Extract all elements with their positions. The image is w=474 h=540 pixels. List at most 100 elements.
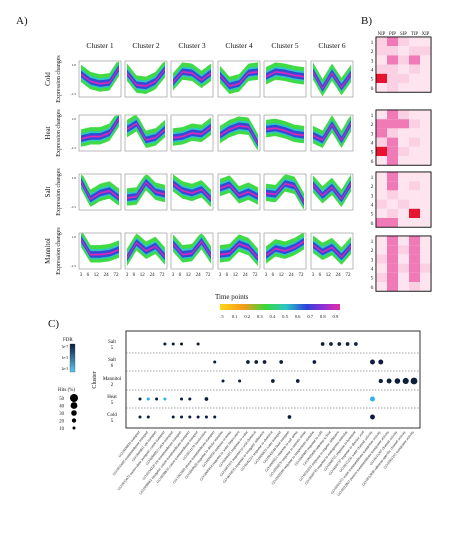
time-point-tick: 3	[265, 273, 268, 278]
heatmap-cell	[387, 64, 398, 74]
cluster-centroid-line	[219, 125, 259, 144]
membership-band	[81, 177, 119, 203]
heatmap-cell	[387, 254, 398, 264]
heatmap-cell	[387, 146, 398, 156]
y-axis-label: Expression changes	[56, 55, 62, 103]
heatmap-cell	[420, 156, 431, 166]
heatmap-cell	[387, 272, 398, 282]
fdr-legend-title: FDR	[63, 338, 73, 343]
heatmap-cell	[398, 236, 409, 246]
heatmap-row-label: 4	[371, 203, 374, 209]
heatmap-cell	[420, 190, 431, 200]
enrichment-dot	[138, 397, 142, 401]
enrichment-dot	[188, 415, 192, 419]
heatmap-row-label: 3	[371, 131, 374, 137]
go-enrichment-dotplot: Salt5Salt6Mannitol2Heat5Cold5ClusterGO:0…	[58, 330, 421, 497]
enrichment-dot	[196, 342, 200, 346]
colorbar-tick: .5	[220, 314, 224, 319]
membership-band	[81, 67, 119, 85]
cluster-centroid-line	[80, 118, 120, 140]
heatmap-cell	[398, 37, 409, 47]
heatmap-cell	[409, 46, 420, 56]
heatmap-row-label: 6	[371, 285, 374, 291]
membership-band	[127, 68, 165, 88]
heatmap-cell	[420, 37, 431, 47]
time-point-tick: 24	[336, 273, 342, 278]
heatmap-cell	[398, 146, 409, 156]
y-tick-label: 1.0	[72, 117, 77, 121]
heatmap-cell	[420, 199, 431, 209]
time-point-tick: 6	[179, 273, 182, 278]
heatmap-cell	[420, 236, 431, 246]
heatmap-row-label: 2	[371, 122, 374, 128]
heatmap-cell	[420, 208, 431, 218]
heatmap-row-label: 4	[371, 68, 374, 74]
heatmap-cell	[376, 199, 387, 209]
heatmap-cell	[398, 137, 409, 147]
time-point-tick: 24	[243, 273, 249, 278]
cluster-centroid-line	[312, 183, 352, 200]
heatmap-cell	[387, 190, 398, 200]
heatmap-cell	[376, 245, 387, 255]
cluster-centroid-line	[312, 244, 352, 258]
fdr-colorbar	[69, 343, 76, 373]
heatmap-cell	[376, 73, 387, 83]
enrichment-dot	[271, 379, 275, 383]
time-point-tick: 12	[94, 273, 100, 278]
time-point-tick: 6	[272, 273, 275, 278]
cluster-header: Cluster 5	[271, 41, 299, 50]
cluster-centroid-line	[172, 240, 212, 256]
heatmap-cell	[420, 218, 431, 228]
cluster-row-label: Cold	[107, 413, 117, 418]
heatmap-row-label: 1	[371, 175, 374, 181]
cluster-centroid-line	[80, 68, 120, 85]
heatmap-cell	[387, 218, 398, 228]
membership-band	[220, 240, 258, 262]
heatmap-row-label: 2	[371, 184, 374, 190]
enrichment-dot	[402, 377, 409, 385]
membership-band	[173, 180, 211, 203]
time-point-tick: 3	[80, 273, 83, 278]
heatmap-cell	[409, 156, 420, 166]
enrichment-dot	[378, 378, 383, 384]
heatmap-cell	[398, 282, 409, 292]
size-legend-dot	[70, 402, 78, 409]
size-legend-dot	[72, 426, 76, 430]
heatmap-row-label: 6	[371, 86, 374, 92]
heatmap-row-label: 4	[371, 141, 374, 147]
cluster-row-index: 5	[111, 401, 114, 406]
heatmap-row-label: 5	[371, 212, 374, 218]
heatmap-cell	[398, 272, 409, 282]
heatmap-cell	[398, 245, 409, 255]
panel-label-b: B)	[361, 15, 372, 27]
heatmap-cell	[409, 218, 420, 228]
heatmap-block-border	[375, 171, 432, 228]
heatmap-cell	[409, 64, 420, 74]
heatmap-cell	[409, 55, 420, 65]
panel-label-c: C)	[48, 318, 59, 330]
time-point-tick: 12	[326, 273, 332, 278]
heatmap-cell	[398, 73, 409, 83]
heatmap-cell	[376, 137, 387, 147]
time-point-tick: 24	[104, 273, 110, 278]
heatmap-block-border	[375, 36, 432, 93]
cluster-header: Cluster 1	[86, 41, 114, 50]
time-point-tick: 6	[87, 273, 90, 278]
heatmap-row-label: 6	[371, 221, 374, 227]
treatment-label: Heat	[44, 126, 52, 139]
cluster-centroid-line	[126, 69, 166, 87]
enrichment-dot	[171, 342, 175, 346]
time-point-tick: 72	[345, 273, 351, 278]
membership-band	[313, 241, 351, 260]
tissue-heatmap-panel: NIP PIP SIP TIP XIP 1 2 3 4 5 6 1 2 3 4 5 6 1 2 3 4 5 6 1 2 3 4 5 6	[371, 32, 432, 292]
heatmap-row-label: 5	[371, 77, 374, 83]
cluster-centroid-line	[126, 182, 166, 199]
colorbar-tick: 0.1	[232, 314, 238, 319]
heatmap-cell	[398, 128, 409, 138]
enrichment-dot	[246, 360, 250, 364]
heatmap-cell	[387, 199, 398, 209]
heatmap-cell	[420, 110, 431, 120]
heatmap-cell	[387, 110, 398, 120]
heatmap-cell	[376, 263, 387, 273]
cluster-centroid-line	[219, 71, 259, 87]
